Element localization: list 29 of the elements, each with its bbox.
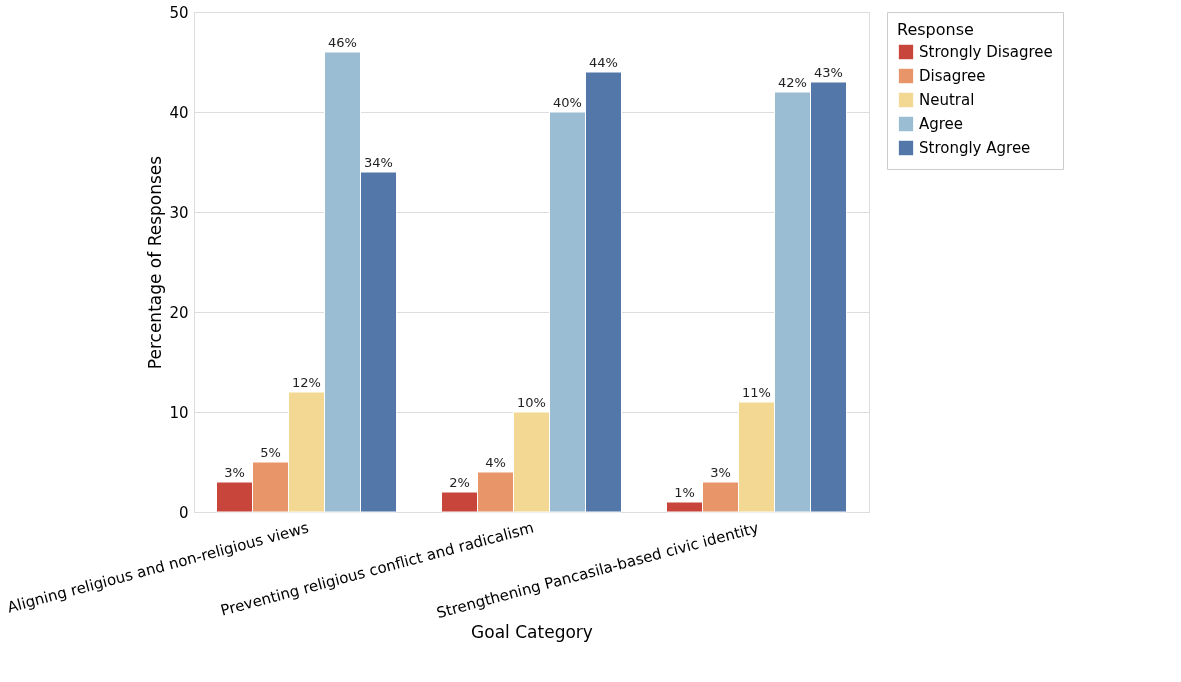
- legend-label: Neutral: [919, 91, 975, 109]
- y-tick-label: 40: [169, 103, 189, 122]
- y-axis-title: Percentage of Responses: [145, 155, 166, 370]
- legend-label: Agree: [919, 115, 964, 133]
- data-label: 10%: [517, 395, 546, 410]
- data-label: 42%: [778, 75, 807, 90]
- y-tick-label: 0: [178, 503, 189, 522]
- data-label: 2%: [449, 475, 470, 490]
- data-label: 44%: [589, 55, 618, 70]
- data-label: 40%: [553, 95, 582, 110]
- y-tick-label: 20: [169, 303, 189, 322]
- data-label: 12%: [292, 375, 321, 390]
- legend-label: Strongly Disagree: [919, 43, 1053, 61]
- data-label: 3%: [224, 465, 245, 480]
- x-axis-title: Goal Category: [471, 622, 593, 643]
- data-label: 46%: [328, 35, 357, 50]
- data-label: 11%: [742, 385, 771, 400]
- legend-label: Strongly Agree: [919, 139, 1031, 157]
- data-label: 3%: [710, 465, 731, 480]
- legend-label: Disagree: [919, 67, 986, 85]
- legend-title: Response: [897, 20, 974, 39]
- y-tick-label: 50: [169, 3, 189, 22]
- data-label: 43%: [814, 65, 843, 80]
- y-tick-label: 10: [169, 403, 189, 422]
- data-label: 1%: [674, 485, 695, 500]
- data-label: 5%: [260, 445, 281, 460]
- data-label: 34%: [364, 155, 393, 170]
- data-label: 4%: [485, 455, 506, 470]
- y-tick-label: 30: [169, 203, 189, 222]
